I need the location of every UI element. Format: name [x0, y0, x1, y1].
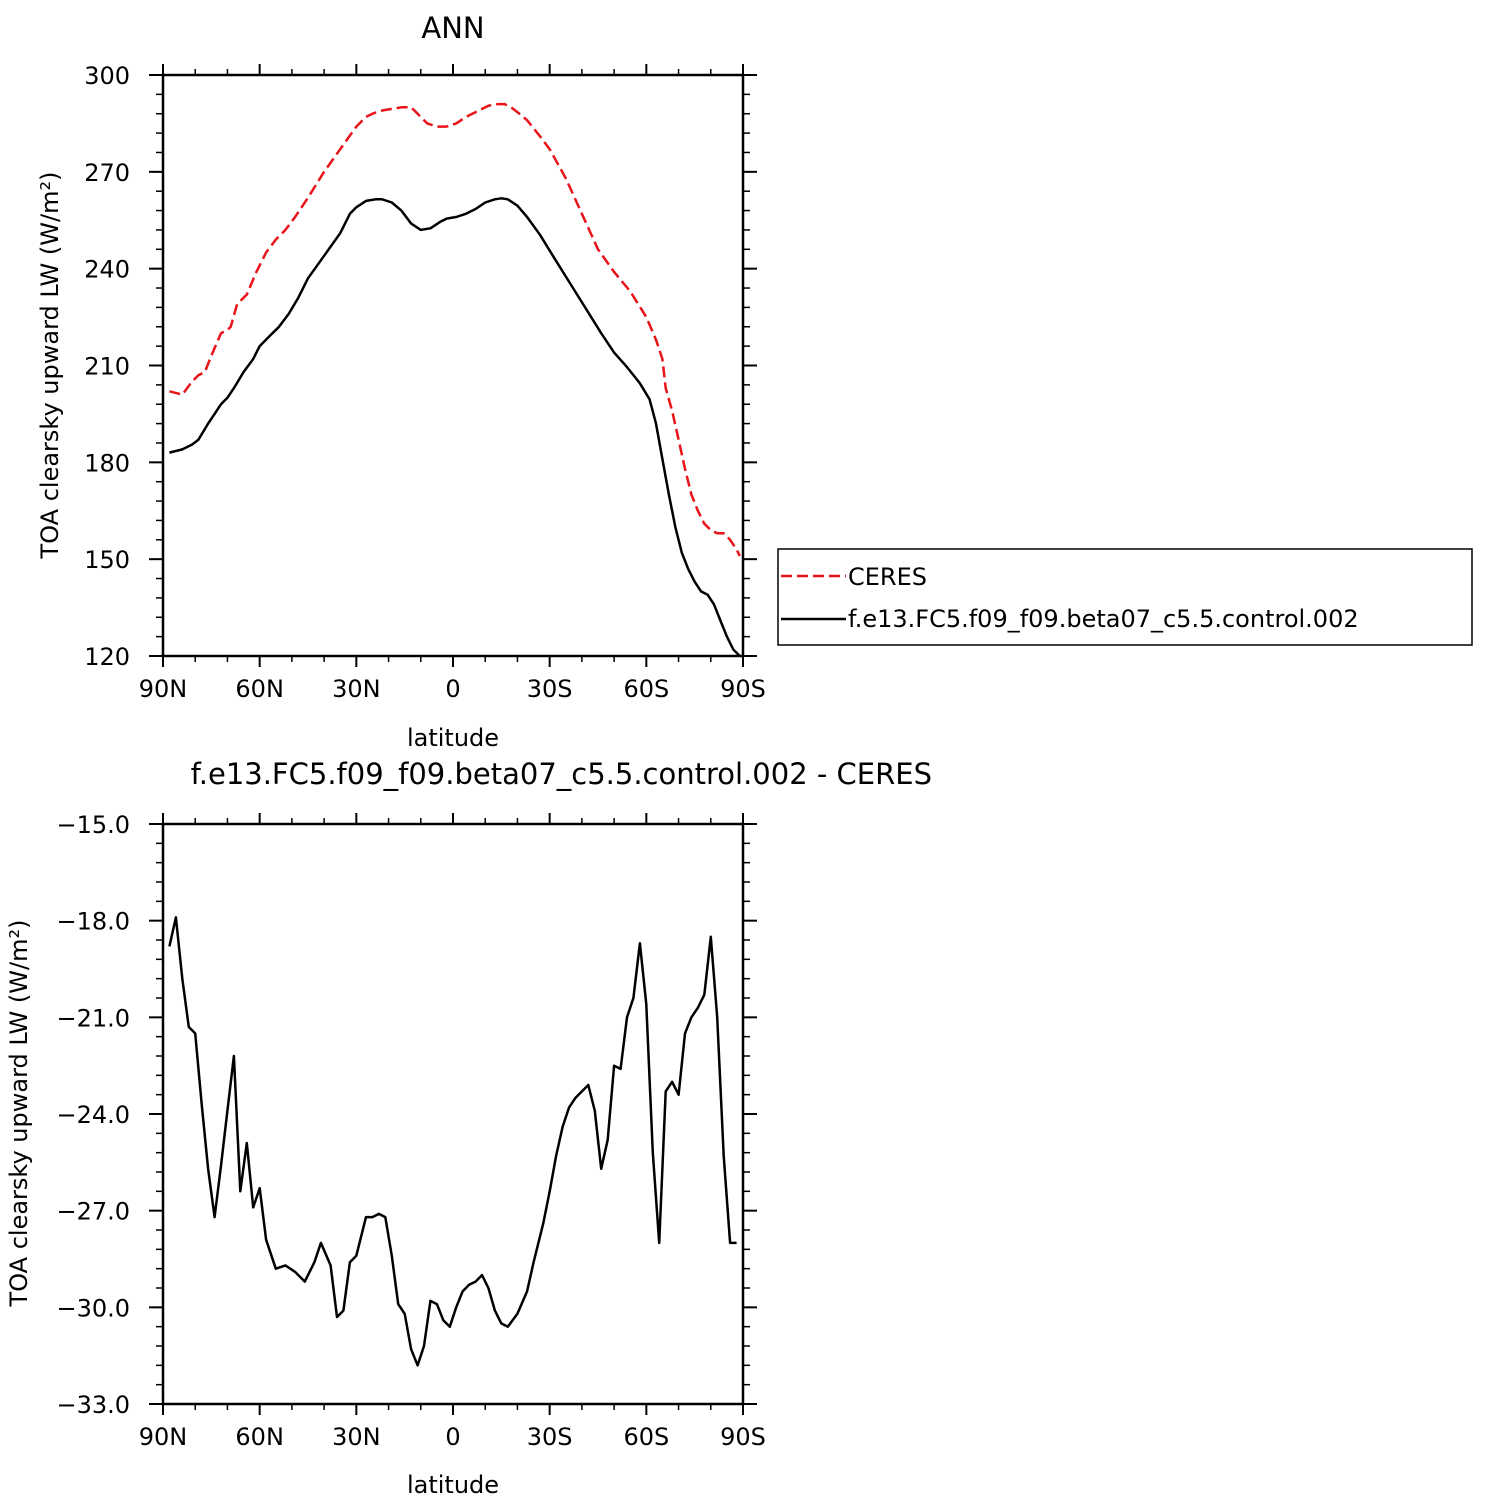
x-tick-label: 60S — [623, 1423, 669, 1451]
tick-labels: 90N 60N 30N 0 30S 60S 90S −33.0 −30.0 −27.0 −24.0 −… — [56, 811, 765, 1451]
y-tick-label: 180 — [84, 449, 130, 477]
x-tick-label: 90N — [139, 1423, 188, 1451]
y-tick-label: −30.0 — [56, 1294, 130, 1322]
y-axis-label: TOA clearsky upward LW (W/m²) — [5, 920, 33, 1308]
x-axis-label: latitude — [407, 1471, 499, 1499]
chart-title: f.e13.FC5.f09_f09.beta07_c5.5.control.00… — [191, 757, 932, 791]
y-tick-label: 210 — [84, 353, 130, 381]
y-axis-label: TOA clearsky upward LW (W/m²) — [36, 172, 64, 560]
x-tick-label: 60S — [623, 675, 669, 703]
y-tick-label: 300 — [84, 62, 130, 90]
x-axis-label: latitude — [407, 724, 499, 752]
series-group — [169, 102, 741, 657]
legend: CERES f.e13.FC5.f09_f09.beta07_c5.5.cont… — [777, 548, 1473, 646]
series-line-difference — [168, 916, 737, 1367]
legend-label-model: f.e13.FC5.f09_f09.beta07_c5.5.control.00… — [848, 605, 1359, 633]
y-tick-label: −21.0 — [56, 1004, 130, 1032]
y-tick-label: 150 — [84, 546, 130, 574]
x-tick-label: 0 — [445, 1423, 460, 1451]
x-tick-label: 90N — [139, 675, 188, 703]
legend-box — [777, 548, 1473, 646]
plot-frame — [161, 822, 745, 1406]
chart-panel-absolute: ANN TOA clearsky upward LW (W/m²) latitu… — [36, 11, 766, 752]
y-tick-label: 270 — [84, 159, 130, 187]
chart-panel-difference: f.e13.FC5.f09_f09.beta07_c5.5.control.00… — [5, 757, 932, 1499]
series-line-ceres — [169, 102, 741, 557]
y-tick-label: −24.0 — [56, 1101, 130, 1129]
x-tick-label: 90S — [720, 675, 766, 703]
y-tick-label: −33.0 — [56, 1391, 130, 1419]
x-tick-label: 30S — [527, 1423, 573, 1451]
x-tick-label: 60N — [235, 675, 284, 703]
y-tick-label: 120 — [84, 643, 130, 671]
x-tick-label: 0 — [445, 675, 460, 703]
y-tick-label: −27.0 — [56, 1198, 130, 1226]
chart-title: ANN — [421, 11, 484, 45]
tick-labels: 90N 60N 30N 0 30S 60S 90S 120 150 180 210 240 270 300 — [84, 62, 766, 703]
x-tick-label: 60N — [235, 1423, 284, 1451]
x-tick-label: 30N — [332, 1423, 381, 1451]
y-tick-label: 240 — [84, 256, 130, 284]
series-line-f-e13-fc5-f09-f09-beta07-c5-5-control-002 — [169, 197, 741, 657]
y-tick-label: −15.0 — [56, 811, 130, 839]
y-tick-label: −18.0 — [56, 908, 130, 936]
x-tick-label: 30S — [527, 675, 573, 703]
x-tick-label: 30N — [332, 675, 381, 703]
plot-frame — [161, 73, 745, 658]
x-tick-label: 90S — [720, 1423, 766, 1451]
series-group — [168, 916, 737, 1367]
axis-ticks — [149, 64, 757, 667]
legend-label-ceres: CERES — [848, 563, 927, 591]
